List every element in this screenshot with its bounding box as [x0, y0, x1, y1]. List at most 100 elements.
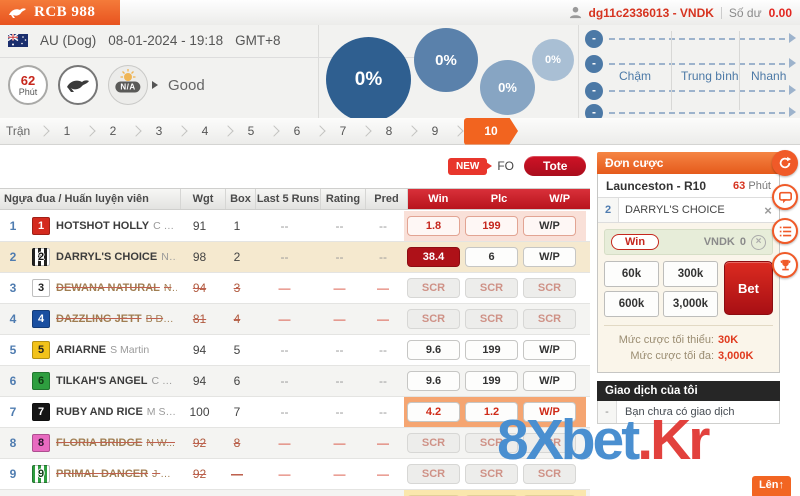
bet-type-row: Win VNDK 0 × — [604, 229, 773, 255]
win-odds-button[interactable]: SCR — [407, 278, 460, 298]
win-place-button[interactable]: W/P — [523, 247, 576, 267]
win-odds-button[interactable]: SCR — [407, 309, 460, 329]
race-tab-9[interactable]: 9 — [431, 124, 439, 138]
list-icon[interactable] — [772, 218, 798, 244]
place-odds-button[interactable]: 199 — [465, 216, 518, 236]
last5-runs: — — [278, 467, 291, 481]
table-header: Ngựa đua / Huấn luyện viên Wgt Box Last … — [0, 188, 590, 210]
runner-rows: 1 1 HOTSHOT HOLLY C N... 91 1 -- -- -- 1… — [0, 211, 590, 496]
win-odds-button[interactable]: 9.6 — [407, 371, 460, 391]
race-tab-4[interactable]: 4 — [201, 124, 209, 138]
race-tab-6[interactable]: 6 — [293, 124, 301, 138]
odds-table-panel: NEW FO Tote Ngựa đua / Huấn luyện viên W… — [0, 145, 590, 496]
pace-legend: - - - - Chậm Trung bình Nhanh — [578, 25, 800, 122]
race-tab-8[interactable]: 8 — [385, 124, 393, 138]
race-tab-3[interactable]: 3 — [155, 124, 163, 138]
close-icon[interactable]: × — [764, 202, 772, 218]
saddle-cloth-icon: 2 — [32, 248, 50, 266]
win-place-button[interactable]: SCR — [523, 464, 576, 484]
odds-cell: 9.6 199 W/P — [404, 335, 586, 365]
box-number: 4 — [233, 312, 241, 326]
bet-slip-title: Đơn cược — [597, 152, 780, 174]
race-tab-7[interactable]: 7 — [339, 124, 347, 138]
table-row: 9 9 PRIMAL DANCER J G... 92 — — — — SCR … — [0, 459, 590, 490]
win-place-button[interactable]: W/P — [523, 340, 576, 360]
win-place-button[interactable]: SCR — [523, 278, 576, 298]
place-odds-button[interactable]: 1.2 — [465, 402, 518, 422]
win-place-button[interactable]: SCR — [523, 309, 576, 329]
odds-cell: 38.4 6 W/P — [404, 242, 586, 272]
trainer-name: N W... — [146, 437, 175, 449]
header-plc: Plc — [490, 193, 508, 205]
chat-icon[interactable] — [772, 184, 798, 210]
amount-button-60k[interactable]: 60k — [604, 261, 659, 287]
weight-value: 94 — [192, 374, 207, 388]
win-place-button[interactable]: W/P — [523, 402, 576, 422]
win-odds-button[interactable]: SCR — [407, 433, 460, 453]
transactions-title: Giao dịch của tôi — [597, 381, 780, 401]
back-to-top-button[interactable]: Lên↑ — [751, 476, 791, 496]
runner-name: TILKAH'S ANGEL — [56, 375, 148, 387]
bet-type-button[interactable]: Win — [611, 234, 660, 250]
win-odds-button[interactable]: 4.2 — [407, 402, 460, 422]
win-odds-button[interactable]: SCR — [407, 464, 460, 484]
runner-name: DEWANA NATURAL — [56, 282, 160, 294]
box-number: 8 — [233, 436, 241, 450]
win-odds-button[interactable]: 1.8 — [407, 216, 460, 236]
refresh-icon[interactable] — [772, 150, 798, 176]
place-odds-button[interactable]: SCR — [465, 309, 518, 329]
race-meta: AU (Dog) 08-01-2024 - 19:18 GMT+8 62 Phú… — [0, 25, 460, 118]
odds-cell: SCR SCR SCR — [404, 273, 586, 303]
pred-value: -- — [379, 343, 387, 357]
weight-value: 94 — [192, 343, 207, 357]
race-tab-10[interactable]: 10 — [464, 117, 518, 145]
runner-name: DAZZLING JETT — [56, 313, 142, 325]
tote-toggle[interactable]: Tote — [524, 156, 587, 176]
odds-toolbar: NEW FO Tote — [448, 156, 587, 176]
runner-number: 5 — [9, 343, 17, 357]
brand-logo[interactable]: RCB 988 — [0, 0, 120, 25]
weather-icon: N/A — [108, 65, 148, 105]
place-odds-button[interactable]: 6 — [465, 247, 518, 267]
amount-button-3,000k[interactable]: 3,000k — [663, 291, 718, 317]
win-place-button[interactable]: W/P — [523, 371, 576, 391]
countdown-minutes: 62 — [20, 72, 36, 88]
up-arrow-icon: ↑ — [778, 479, 785, 491]
stake-value[interactable]: 0 — [739, 236, 746, 248]
place-odds-button[interactable]: SCR — [465, 278, 518, 298]
weather-na-badge: N/A — [115, 81, 141, 93]
account-username[interactable]: dg11c2336013 - VNDK — [588, 5, 714, 20]
race-tab-2[interactable]: 2 — [109, 124, 117, 138]
place-odds-button[interactable]: 199 — [465, 340, 518, 360]
place-odds-button[interactable]: 199 — [465, 371, 518, 391]
tab-chevron — [222, 125, 234, 137]
box-number: 3 — [233, 281, 241, 295]
runner-cell: PRIMAL DANCER J G... — [56, 468, 177, 480]
last5-runs: — — [278, 436, 291, 450]
place-odds-button[interactable]: SCR — [465, 433, 518, 453]
win-place-button[interactable]: SCR — [523, 433, 576, 453]
place-odds-button[interactable]: SCR — [465, 464, 518, 484]
account-area[interactable]: dg11c2336013 - VNDK Số dư 0.00 — [569, 6, 792, 20]
clear-stake-icon[interactable]: × — [751, 234, 766, 250]
fo-toggle[interactable]: FO — [497, 159, 515, 173]
race-tab-5[interactable]: 5 — [247, 124, 255, 138]
last5-runs: -- — [280, 250, 289, 264]
greyhound-logo-icon — [9, 7, 26, 18]
odds-cell: SCR SCR SCR — [404, 428, 586, 458]
win-place-button[interactable]: W/P — [523, 216, 576, 236]
bet-button[interactable]: Bet — [724, 261, 773, 315]
runner-name: DARRYL'S CHOICE — [56, 251, 158, 263]
amount-button-600k[interactable]: 600k — [604, 291, 659, 317]
win-odds-button[interactable]: 38.4 — [407, 247, 460, 267]
win-odds-button[interactable]: 9.6 — [407, 340, 460, 360]
amount-button-300k[interactable]: 300k — [663, 261, 718, 287]
rating-value: — — [333, 436, 346, 450]
race-timezone: GMT+8 — [235, 33, 281, 48]
race-tab-1[interactable]: 1 — [63, 124, 71, 138]
arrow-right-icon — [789, 107, 796, 117]
rating-value: — — [333, 467, 346, 481]
trophy-icon[interactable] — [772, 252, 798, 278]
arrow-right-icon — [789, 85, 796, 95]
